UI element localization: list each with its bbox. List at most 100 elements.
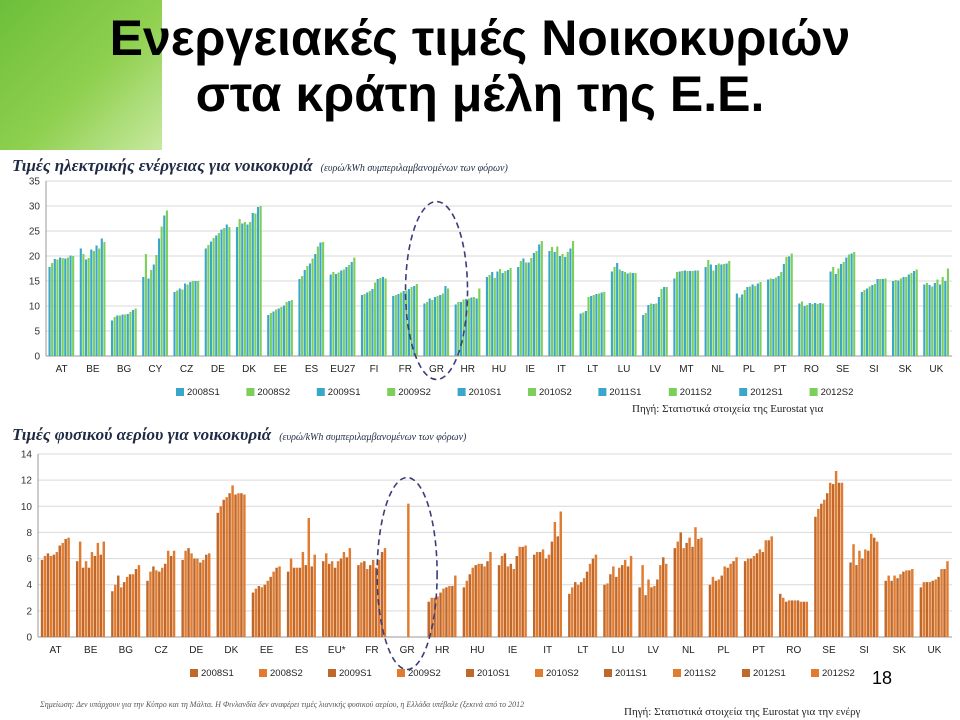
chart1-bar (488, 275, 491, 356)
chart1-bar (186, 284, 189, 356)
chart1-bar (348, 265, 351, 356)
chart1-category-label: DE (211, 364, 225, 375)
chart2-bar (623, 559, 627, 637)
chart1-bar (405, 290, 408, 356)
chart2-bar (726, 567, 729, 637)
chart2-bar (867, 550, 870, 637)
chart1-bar (944, 281, 947, 356)
chart1-ytick-label: 15 (29, 277, 41, 288)
chart1-bar (79, 248, 82, 356)
chart1-bar (720, 264, 723, 356)
slide-title-line-2: στα κράτη μέλη της Ε.Ε. (195, 66, 765, 122)
chart2-bar (908, 570, 911, 637)
chart1-bar (863, 290, 866, 356)
chart2-bar (538, 552, 542, 637)
chart1-bar (925, 283, 928, 356)
chart2-legend-swatch (604, 669, 612, 677)
chart1-category-label: AT (56, 364, 68, 375)
chart1-bar (655, 303, 658, 356)
chart2-bar (333, 567, 337, 637)
chart2-bar (208, 553, 211, 637)
chart1-bar (899, 278, 903, 356)
chart2-category-label: HR (435, 645, 449, 656)
chart1-bar (95, 245, 98, 356)
chart2-bar (855, 565, 858, 637)
chart1-bar (353, 257, 356, 356)
chart1-bar (243, 222, 246, 356)
chart1-bar (803, 306, 806, 356)
chart1-bar (379, 278, 382, 356)
chart2-bar (301, 552, 305, 637)
chart2-bar (269, 576, 272, 637)
chart1-bar (454, 304, 457, 356)
chart2-ytick-label: 4 (26, 580, 32, 591)
chart2-bar (606, 583, 609, 637)
chart2-bar (342, 552, 346, 637)
chart1-legend-swatch (246, 388, 255, 396)
chart1-bar (832, 267, 835, 356)
chart2-bar (884, 580, 887, 637)
chart1-bar (597, 293, 601, 356)
chart2-bar (919, 587, 923, 637)
chart1-bar (808, 303, 811, 356)
chart1-bar (277, 308, 280, 356)
chart1-bar (584, 311, 587, 356)
chart2-bar (512, 569, 516, 637)
chart2-bar (793, 600, 797, 637)
chart2-bar (486, 561, 489, 637)
chart2-category-label: NL (682, 645, 695, 656)
chart2-bar (451, 586, 454, 637)
chart2-bar (363, 561, 366, 637)
chart1-bar (558, 256, 561, 356)
chart1-bar (631, 273, 634, 356)
chart1-bar (800, 301, 804, 356)
chart1-bar (433, 297, 437, 356)
chart2-legend-label: 2011S1 (615, 668, 647, 679)
chart2-bar (650, 587, 653, 637)
chart2-bar (64, 538, 67, 637)
chart2-bar (609, 574, 612, 637)
chart1-bar (176, 290, 179, 356)
chart2-bar (834, 470, 838, 637)
chart2-bar (225, 497, 228, 637)
chart2-bar (339, 558, 343, 637)
chart1-category-label: ES (305, 364, 319, 375)
chart1-bar (282, 305, 286, 356)
chart2-bar (161, 567, 164, 637)
chart2-bar (231, 485, 234, 637)
chart2-bar (717, 579, 721, 637)
chart2-bar (251, 592, 255, 637)
chart2-category-label: FR (365, 645, 378, 656)
chart2-bar (240, 493, 243, 637)
chart2-bar (749, 558, 753, 637)
chart2-bar (524, 545, 527, 637)
chart1-bar (621, 271, 624, 356)
chart1-legend-swatch (528, 388, 536, 396)
chart1-category-label: UK (929, 364, 943, 375)
chart1-bar (683, 270, 686, 356)
chart1-bar (665, 287, 668, 356)
chart2-bar (779, 593, 782, 637)
chart2-bar (911, 569, 914, 637)
chart1-bar (444, 286, 447, 356)
chart1-bar (496, 271, 499, 356)
chart2-bar (746, 558, 750, 637)
chart1-bar (150, 270, 153, 356)
chart1-bar (160, 226, 163, 356)
chart1-bar (436, 296, 439, 356)
chart1-legend-swatch (387, 388, 396, 396)
chart2-footnote: Σημείωση: Δεν υπάρχουν για την Κύπρο και… (40, 700, 525, 709)
chart2-bar (102, 541, 105, 637)
chart1-bar (728, 261, 731, 356)
chart1-category-label: LU (618, 364, 631, 375)
chart2-bar (720, 575, 723, 637)
chart1-bar (400, 292, 403, 356)
chart2-bar (732, 561, 735, 637)
chart2-bar (946, 561, 949, 637)
chart2-ytick-label: 10 (21, 502, 33, 513)
chart2-bar (99, 554, 103, 637)
chart1-bar (660, 289, 663, 356)
chart2-bar (75, 561, 79, 637)
chart1-bar (478, 288, 481, 356)
chart1-bar (548, 251, 551, 356)
